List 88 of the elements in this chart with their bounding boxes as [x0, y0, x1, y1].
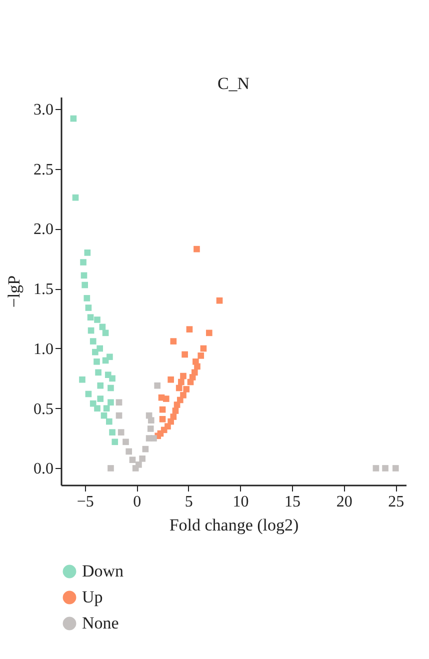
x-tick-label: 0	[133, 494, 142, 510]
point	[136, 461, 142, 468]
point	[194, 246, 200, 252]
point	[94, 405, 100, 412]
point	[80, 259, 86, 266]
legend-label: None	[82, 614, 119, 632]
legend-label: Up	[82, 588, 103, 606]
point	[84, 295, 90, 302]
point	[382, 465, 388, 472]
point	[109, 375, 116, 382]
point	[216, 297, 223, 304]
point	[99, 324, 106, 330]
chart-title: C_N	[217, 74, 250, 93]
point	[129, 456, 136, 464]
point	[79, 376, 86, 383]
legend-label: Down	[82, 562, 124, 580]
point	[150, 435, 157, 442]
x-tick-label: −5	[76, 494, 94, 510]
point	[94, 358, 100, 365]
point	[118, 429, 124, 436]
point	[92, 348, 98, 356]
point	[72, 194, 79, 201]
point	[97, 382, 104, 389]
y-tick-label: 2.0	[34, 221, 54, 238]
point	[183, 386, 190, 392]
point	[170, 338, 177, 344]
point	[95, 369, 102, 376]
point	[97, 396, 104, 402]
x-axis-title: Fold change (log2)	[169, 516, 299, 534]
point	[109, 429, 116, 436]
x-tick-label: 5	[184, 494, 193, 510]
y-tick-label: 3.0	[34, 101, 54, 118]
point	[180, 372, 186, 380]
point	[116, 399, 122, 406]
point	[142, 446, 149, 452]
point	[176, 384, 182, 392]
point	[372, 465, 380, 472]
point	[84, 250, 91, 256]
point	[82, 282, 88, 288]
x-tick-label: 20	[336, 494, 352, 510]
point	[112, 438, 118, 446]
point	[147, 426, 154, 432]
x-tick-label: 25	[388, 494, 404, 510]
point	[206, 330, 212, 336]
point	[108, 399, 114, 406]
y-tick-label: 2.5	[34, 161, 54, 178]
point	[174, 402, 180, 408]
point	[172, 408, 179, 414]
point	[102, 330, 109, 336]
point	[106, 418, 112, 425]
point	[186, 326, 193, 332]
y-tick-label: 0.5	[34, 400, 54, 418]
point	[102, 357, 109, 364]
point	[85, 390, 92, 398]
point	[187, 378, 194, 386]
y-tick-label: 0.0	[34, 460, 54, 478]
y-axis-title: −lgP	[4, 275, 24, 308]
x-tick-label: 10	[232, 494, 249, 510]
point	[198, 352, 204, 359]
point	[85, 304, 92, 311]
y-tick-label: 1.0	[34, 340, 54, 358]
point	[94, 316, 100, 323]
point	[159, 406, 166, 413]
point	[108, 384, 114, 392]
point	[168, 376, 174, 383]
point	[159, 416, 166, 422]
point	[90, 338, 96, 344]
point	[100, 412, 108, 419]
point	[182, 351, 188, 358]
point	[88, 327, 94, 334]
point	[194, 363, 200, 370]
point	[87, 314, 94, 321]
point	[200, 345, 207, 352]
point	[108, 465, 114, 472]
point	[148, 417, 154, 424]
point	[392, 465, 399, 472]
point	[103, 405, 110, 412]
point	[139, 455, 146, 462]
point	[70, 115, 77, 122]
x-tick-label: 15	[284, 494, 301, 510]
point	[126, 448, 132, 455]
point	[178, 378, 184, 386]
point	[162, 396, 170, 402]
point	[122, 438, 129, 446]
point	[116, 412, 122, 419]
point	[154, 382, 161, 389]
y-tick-label: 1.5	[34, 281, 54, 298]
point	[80, 272, 88, 279]
